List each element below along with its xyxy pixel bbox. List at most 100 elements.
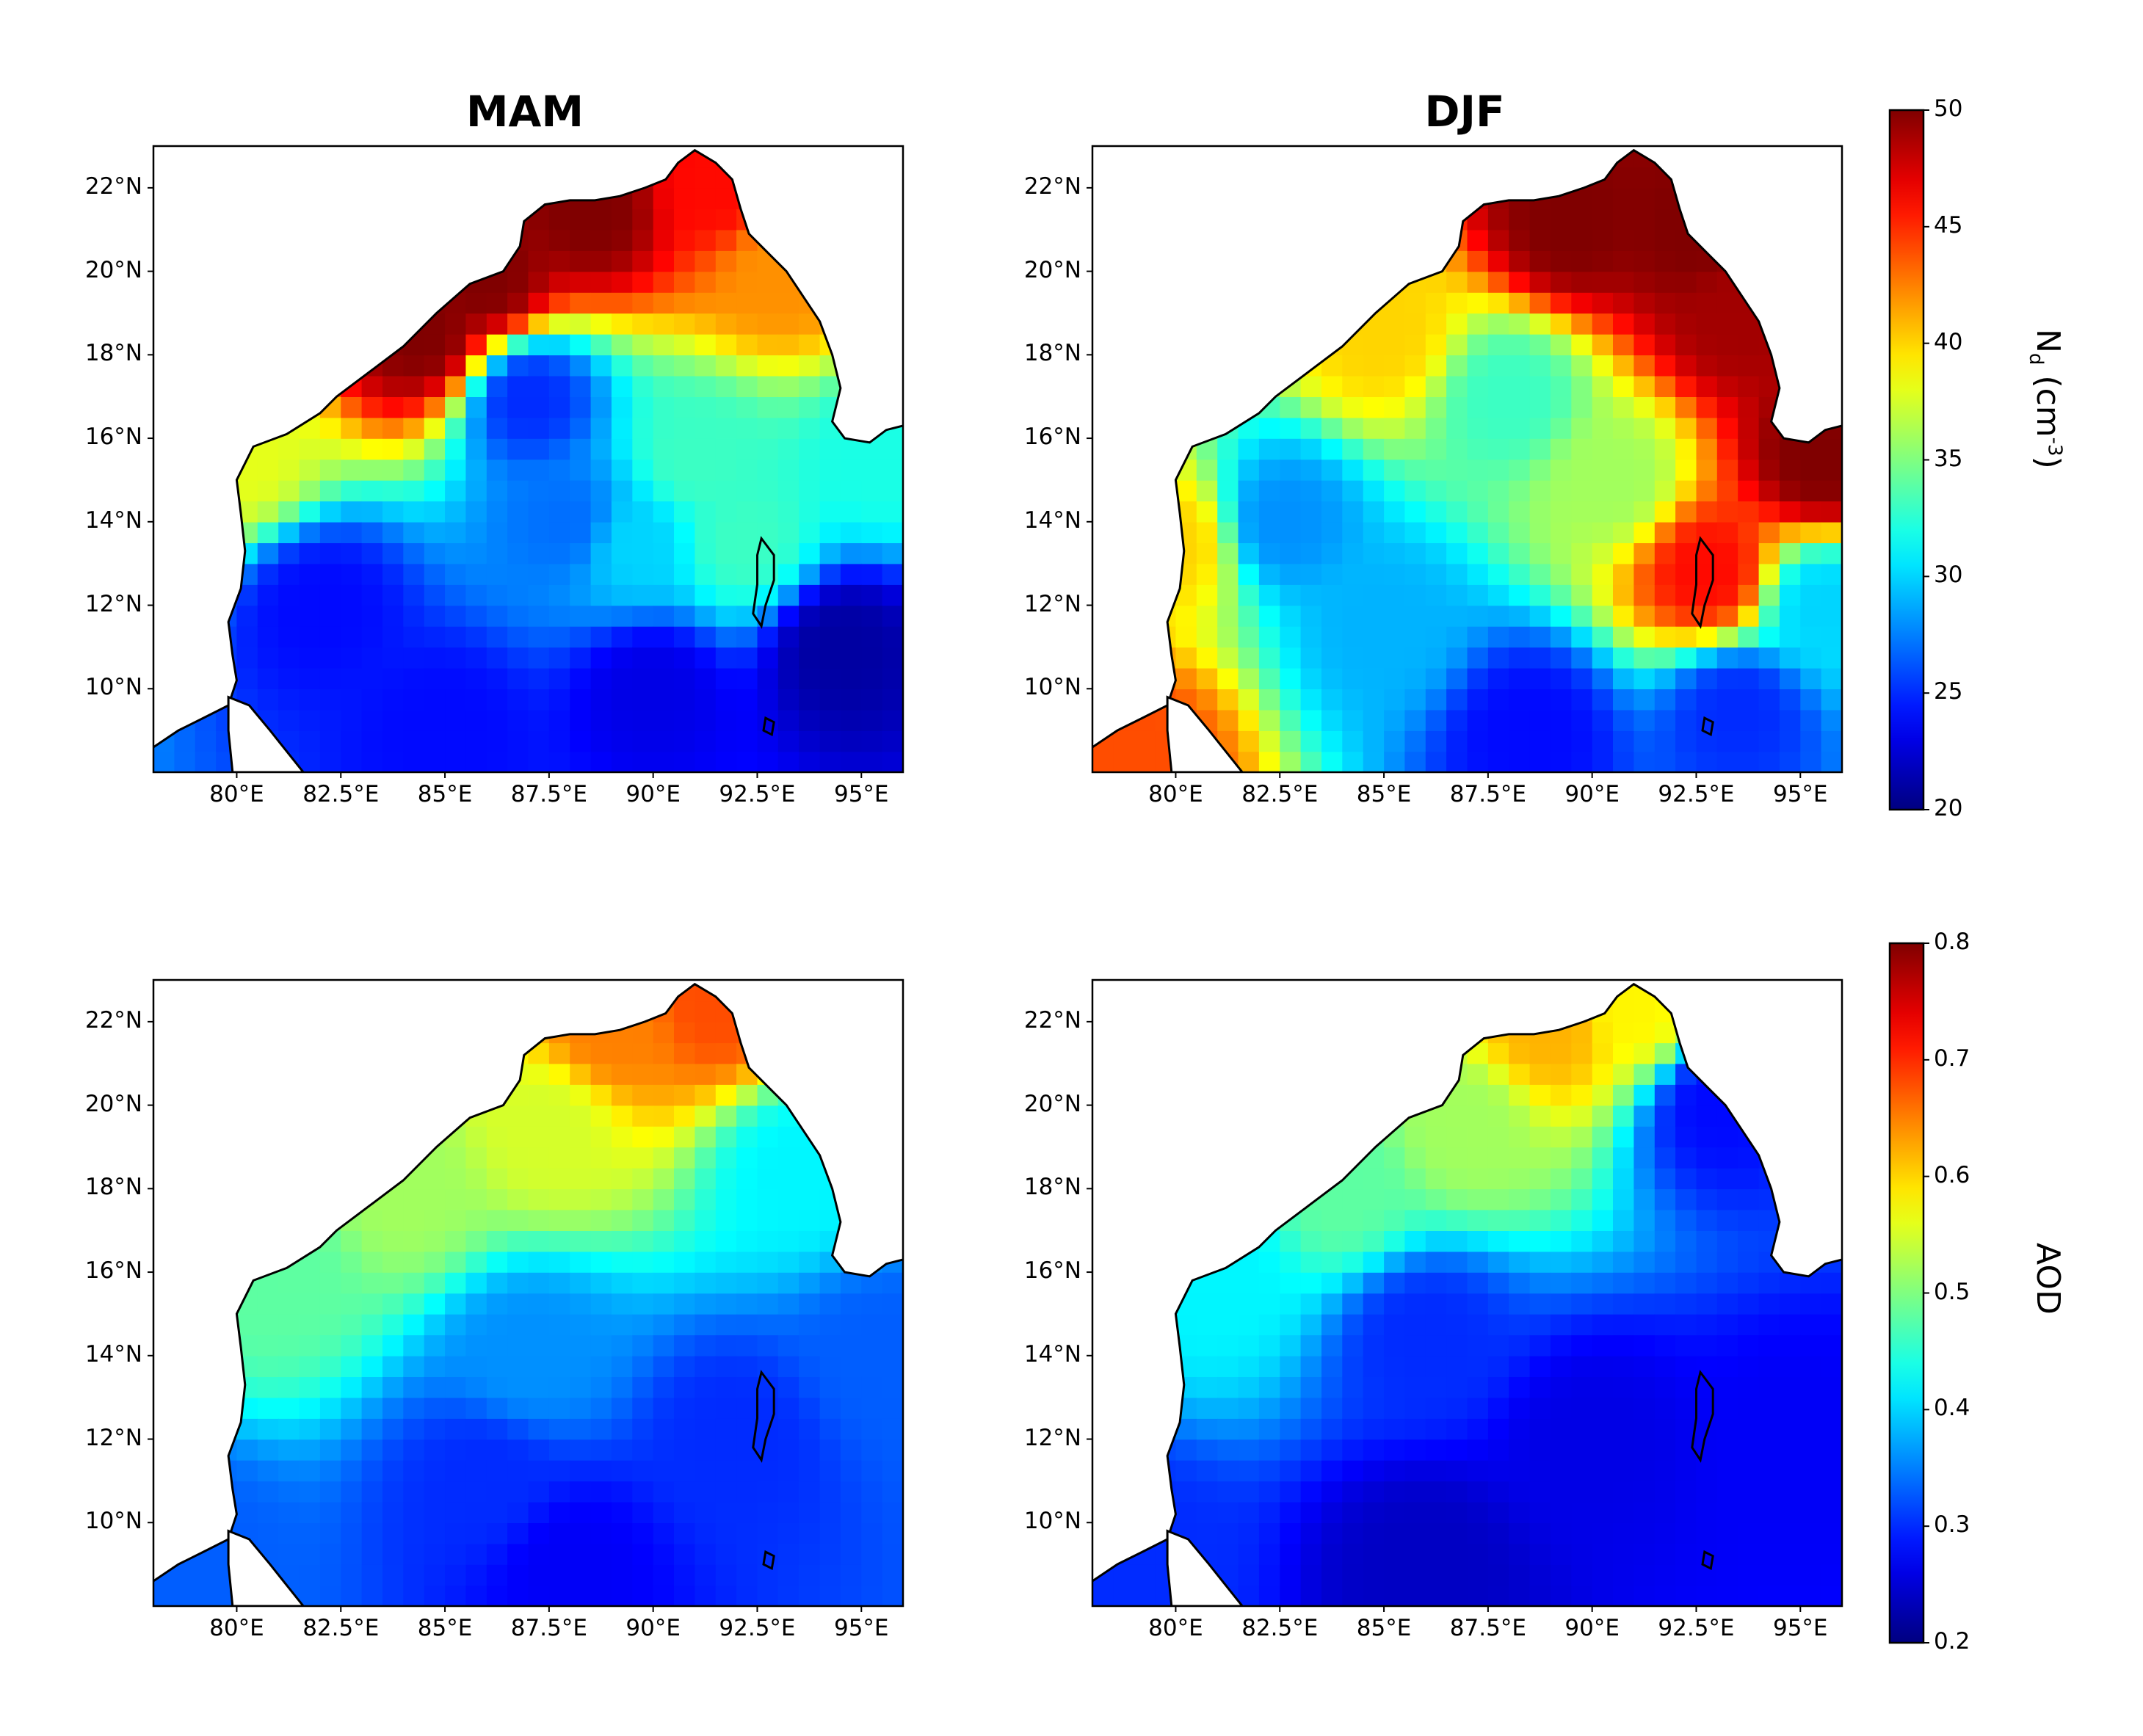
grid-cell [1280,1313,1302,1336]
grid-cell [1696,1334,1718,1357]
grid-cell [590,1585,612,1606]
grid-cell [799,1334,821,1357]
grid-cell [1716,709,1738,731]
grid-cell [1716,1439,1738,1461]
grid-cell [445,1418,467,1440]
grid-cell [715,1460,737,1482]
grid-cell [486,730,508,752]
grid-cell [1550,208,1573,230]
y-tick-label: 12°N [1023,1424,1081,1451]
grid-cell [1404,333,1426,356]
grid-cell [632,1460,654,1482]
grid-cell [278,647,300,669]
grid-cell [278,1355,300,1377]
map-panel-nd-top-right [1087,145,1843,778]
grid-cell [1529,1564,1551,1586]
grid-cell [1529,667,1551,689]
grid-cell [1280,1293,1302,1315]
grid-cell [1196,1376,1218,1398]
grid-cell [1342,1397,1364,1419]
grid-cell [653,1021,675,1044]
grid-cell [1238,479,1260,502]
grid-cell [465,730,487,752]
grid-cell [1529,1105,1551,1127]
grid-cell [590,751,612,772]
grid-cell [1467,1251,1489,1273]
grid-cell [695,167,717,189]
grid-cell [653,208,675,230]
grid-cell [1613,1439,1635,1461]
grid-cell [1425,1209,1447,1231]
grid-cell [1613,292,1635,314]
grid-cell [1633,1251,1656,1273]
grid-cell [236,1481,258,1503]
grid-cell [611,521,634,543]
grid-cell [674,271,696,293]
grid-cell [757,271,779,293]
grid-cell [715,1397,737,1419]
grid-cell [1550,1355,1573,1377]
grid-cell [341,396,363,418]
grid-cell [1592,1167,1614,1190]
grid-cell [319,1585,342,1606]
grid-cell [570,333,592,356]
grid-cell [1613,542,1635,564]
x-tick-label: 90°E [626,1615,681,1641]
grid-cell [1321,1230,1344,1252]
grid-cell [653,250,675,272]
grid-cell [1238,1522,1260,1544]
grid-cell [674,626,696,648]
grid-cell [653,1042,675,1064]
grid-cell [1300,1564,1322,1586]
grid-cell [590,1188,612,1210]
grid-cell [1592,1355,1614,1377]
grid-cell [799,1397,821,1419]
grid-cell [507,667,529,689]
grid-cell [736,292,758,314]
grid-cell [757,1293,779,1315]
grid-cell [1550,667,1573,689]
grid-cell [715,438,737,460]
grid-cell [1404,1418,1426,1440]
grid-cell [1821,1522,1842,1544]
grid-cell [341,1230,363,1252]
grid-cell [1571,1230,1593,1252]
grid-cell [528,501,550,523]
grid-cell [1529,333,1551,356]
grid-cell [1487,1147,1510,1169]
grid-cell [1696,1293,1718,1315]
grid-cell [1758,626,1780,648]
grid-cell [1425,1272,1447,1294]
grid-cell [507,501,529,523]
grid-cell [1613,396,1635,418]
grid-cell [590,1460,612,1482]
grid-cell [486,1564,508,1586]
grid-cell [1342,1522,1364,1544]
grid-cell [777,730,799,752]
grid-cell [777,584,799,606]
grid-cell [341,542,363,564]
grid-cell [1446,313,1468,335]
grid-cell [1425,647,1447,669]
grid-cell [799,396,821,418]
grid-cell [382,730,405,752]
grid-cell [695,187,717,210]
grid-cell [1821,1460,1842,1482]
grid-cell [1487,1105,1510,1127]
grid-cell [590,208,612,230]
grid-cell [1675,647,1697,669]
grid-cell [1487,1418,1510,1440]
grid-cell [570,1460,592,1482]
grid-cell [1217,709,1239,731]
grid-cell [341,521,363,543]
grid-cell [1571,1167,1593,1190]
grid-cell [1280,1397,1302,1419]
grid-cell [1509,375,1531,397]
grid-cell [361,1501,383,1523]
grid-cell [695,1313,717,1336]
grid-cell [528,1063,550,1085]
grid-cell [1716,1481,1738,1503]
grid-cell [507,1564,529,1586]
grid-cell [840,667,863,689]
grid-cell [1633,1418,1656,1440]
